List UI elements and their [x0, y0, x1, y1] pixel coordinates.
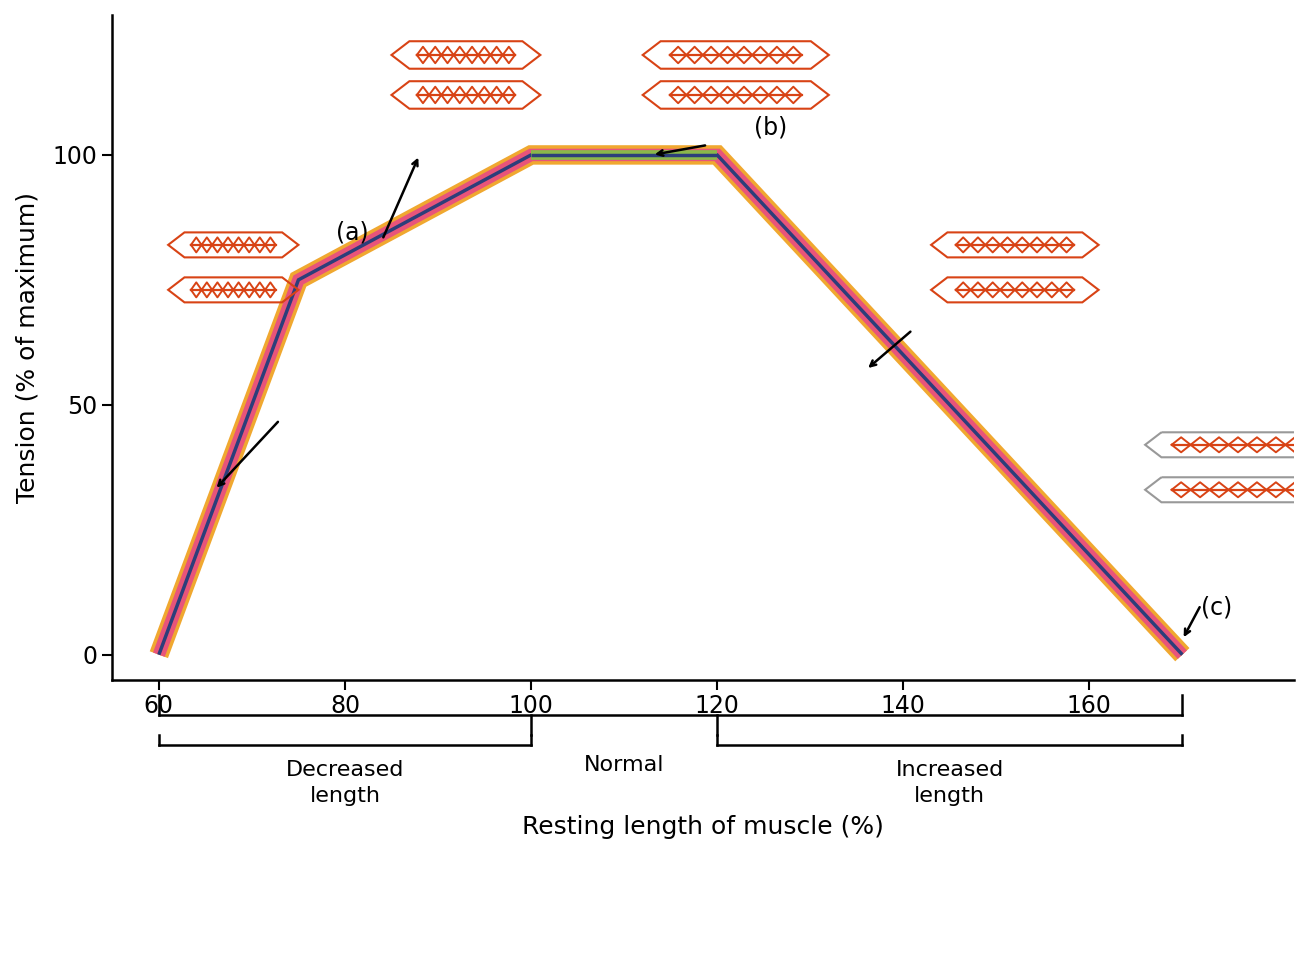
Text: (a): (a) — [335, 220, 368, 245]
Y-axis label: Tension (% of maximum): Tension (% of maximum) — [14, 192, 39, 503]
Text: Decreased
length: Decreased length — [285, 759, 404, 806]
Text: (c): (c) — [1200, 595, 1232, 619]
Text: Increased
length: Increased length — [895, 759, 1004, 806]
Text: (b): (b) — [754, 116, 788, 140]
Text: Normal: Normal — [584, 754, 665, 775]
X-axis label: Resting length of muscle (%): Resting length of muscle (%) — [522, 816, 884, 840]
